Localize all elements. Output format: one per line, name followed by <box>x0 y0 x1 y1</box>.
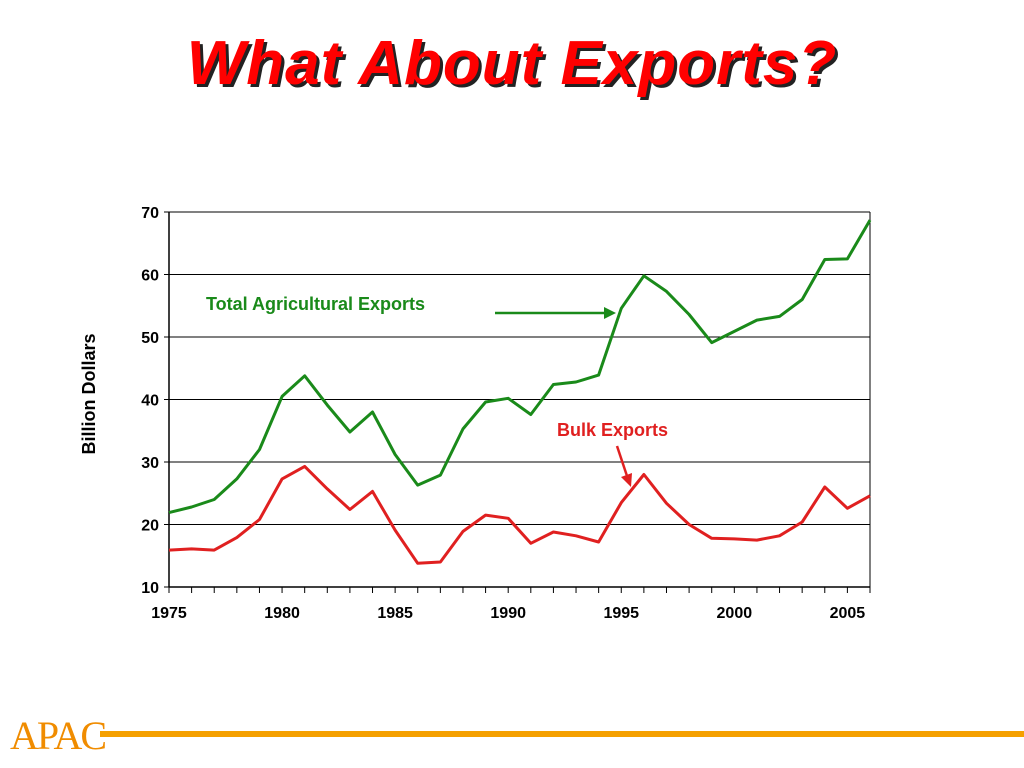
x-tick-label-1980: 1980 <box>264 605 300 622</box>
x-tick-label-1975: 1975 <box>151 605 187 622</box>
y-tick-label-20: 20 <box>141 518 159 535</box>
series-line-total-agricultural-exports <box>168 219 872 515</box>
apac-logo: APAC <box>10 713 107 758</box>
arrow-total-exports-head <box>604 307 616 319</box>
grid-lines <box>169 211 870 525</box>
annotation-arrows <box>495 307 632 487</box>
y-tick-labels: 10 20 30 40 50 60 70 <box>141 205 159 597</box>
x-tick-label-2000: 2000 <box>717 605 753 622</box>
arrow-bulk-exports-head <box>621 473 632 487</box>
footer-rule <box>100 731 1024 737</box>
annotation-bulk-exports: Bulk Exports <box>557 420 668 440</box>
y-tick-label-30: 30 <box>141 455 159 472</box>
arrow-bulk-exports-shaft <box>615 445 629 477</box>
x-tick-label-1990: 1990 <box>490 605 526 622</box>
slide-title: What About Exports? <box>186 29 838 98</box>
y-tick-label-60: 60 <box>141 268 159 285</box>
series-line-bulk-exports <box>168 464 871 565</box>
x-tick-label-1985: 1985 <box>377 605 413 622</box>
y-tick-label-50: 50 <box>141 330 159 347</box>
y-axis-label: Billion Dollars <box>79 333 99 454</box>
annotation-total-exports: Total Agricultural Exports <box>206 294 425 314</box>
y-tick-label-40: 40 <box>141 393 159 410</box>
y-tick-label-10: 10 <box>141 580 159 597</box>
x-tick-labels: 1975 1980 1985 1990 1995 2000 2005 <box>151 605 865 622</box>
x-tick-label-1995: 1995 <box>603 605 639 622</box>
y-tick-label-70: 70 <box>141 205 159 222</box>
x-tick-label-2005: 2005 <box>830 605 866 622</box>
series-lines <box>168 219 872 565</box>
chart-axes <box>164 211 871 593</box>
